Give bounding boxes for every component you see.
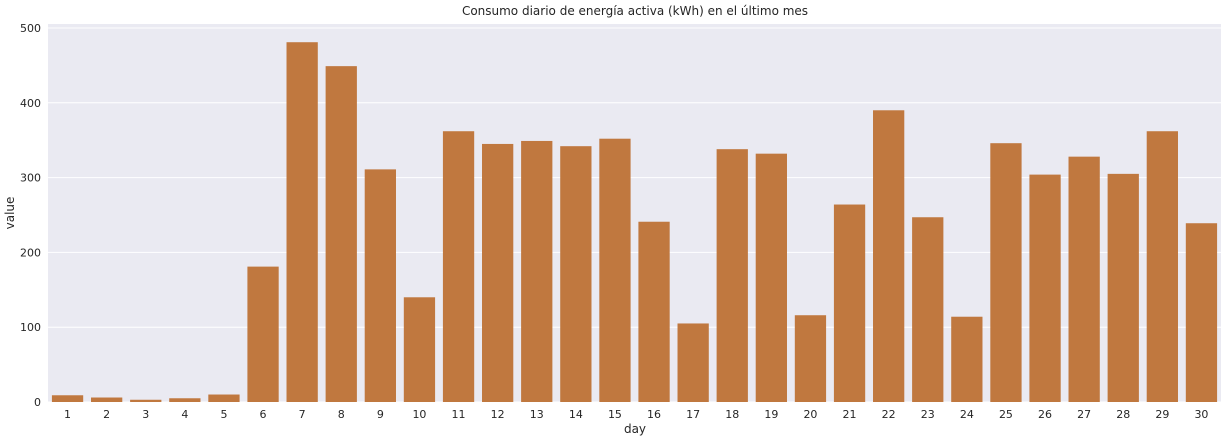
bar-day-16 [638, 221, 670, 402]
x-tick-label: 1 [64, 408, 71, 421]
bars [51, 42, 1218, 403]
bar-day-20 [794, 315, 827, 402]
bar-day-15 [599, 138, 631, 403]
bar-day-21 [833, 204, 866, 402]
bar-day-18 [716, 149, 748, 402]
x-tick-label: 26 [1038, 408, 1052, 421]
x-tick-label: 9 [377, 408, 384, 421]
y-tick-label: 0 [34, 396, 41, 409]
bar-day-13 [521, 140, 553, 402]
x-tick-label: 25 [999, 408, 1013, 421]
x-tick-label: 14 [569, 408, 583, 421]
bar-day-23 [912, 217, 944, 402]
grid-lines [48, 27, 1221, 403]
bar-day-28 [1107, 173, 1139, 402]
bar-day-10 [403, 297, 436, 402]
x-tick-label: 27 [1077, 408, 1091, 421]
x-tick-label: 8 [338, 408, 345, 421]
y-tick-labels: 0 100 200 300 400 500 [20, 22, 41, 409]
y-tick-label: 300 [20, 172, 41, 185]
bar-day-14 [560, 146, 592, 402]
bar-day-6 [247, 266, 279, 402]
plot-area [48, 24, 1221, 402]
bar-day-27 [1068, 156, 1100, 402]
x-tick-label: 22 [882, 408, 896, 421]
bar-day-12 [482, 143, 514, 402]
bar-day-9 [364, 169, 396, 402]
bar-day-19 [755, 153, 787, 402]
bar-day-11 [442, 131, 475, 402]
y-tick-label: 400 [20, 97, 41, 110]
x-tick-label: 24 [960, 408, 974, 421]
x-tick-labels: 1 2 3 4 5 6 7 8 9 10 11 12 13 14 15 16 17 18 19 20 21 22 23 24 2… [64, 408, 1208, 421]
bar-day-26 [1029, 174, 1061, 402]
x-tick-label: 4 [181, 408, 188, 421]
x-tick-label: 30 [1194, 408, 1208, 421]
bar-day-22 [873, 110, 905, 402]
x-tick-label: 17 [686, 408, 700, 421]
x-tick-label: 20 [803, 408, 817, 421]
x-tick-label: 23 [921, 408, 935, 421]
bar-day-7 [286, 42, 318, 402]
bar-day-17 [677, 323, 709, 402]
y-tick-label: 500 [20, 22, 41, 35]
x-tick-label: 3 [142, 408, 149, 421]
bar-day-3 [130, 399, 162, 402]
x-tick-label: 28 [1116, 408, 1130, 421]
bar-day-30 [1185, 223, 1218, 402]
y-tick-label: 100 [20, 321, 41, 334]
bar-day-8 [325, 66, 357, 402]
x-tick-label: 6 [260, 408, 267, 421]
bar-day-4 [169, 398, 201, 402]
x-tick-label: 5 [220, 408, 227, 421]
x-tick-label: 21 [843, 408, 857, 421]
bar-day-2 [91, 397, 123, 402]
x-tick-label: 7 [299, 408, 306, 421]
x-tick-label: 18 [725, 408, 739, 421]
x-tick-label: 10 [412, 408, 426, 421]
bar-day-25 [990, 143, 1022, 402]
x-axis-label: day [624, 422, 646, 436]
x-tick-label: 29 [1155, 408, 1169, 421]
x-tick-label: 12 [491, 408, 505, 421]
y-axis-label: value [3, 197, 17, 230]
chart-title: Consumo diario de energía activa (kWh) e… [462, 4, 808, 18]
x-tick-label: 11 [452, 408, 466, 421]
x-tick-label: 16 [647, 408, 661, 421]
bar-day-29 [1146, 131, 1178, 402]
bar-day-5 [208, 394, 240, 402]
x-tick-label: 2 [103, 408, 110, 421]
x-tick-label: 15 [608, 408, 622, 421]
x-tick-label: 13 [530, 408, 544, 421]
bar-day-24 [951, 316, 983, 402]
bar-day-1 [51, 395, 84, 402]
x-tick-label: 19 [764, 408, 778, 421]
y-tick-label: 200 [20, 246, 41, 259]
